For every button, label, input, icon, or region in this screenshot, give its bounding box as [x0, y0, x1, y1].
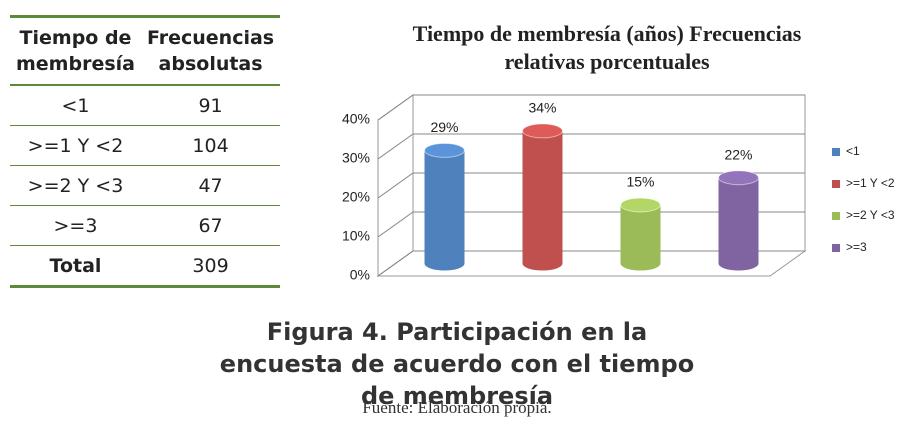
legend-swatch [832, 180, 840, 188]
legend-swatch [832, 148, 840, 156]
figure-caption: Figura 4. Participación en la encuesta d… [0, 316, 914, 412]
legend-label: >=1 Y <2 [846, 176, 895, 190]
bar [522, 130, 563, 264]
legend-swatch [832, 212, 840, 220]
y-tick-label: 0% [350, 267, 370, 283]
table-row: Total 309 [10, 245, 281, 288]
chart-title: Tiempo de membresía (años) Frecuencias re… [413, 21, 802, 74]
y-tick-label: 20% [342, 189, 370, 205]
table-cell: 104 [140, 125, 281, 166]
caption-text: Figura 4. Participación en la encuesta d… [219, 318, 695, 410]
y-tick-label: 10% [342, 228, 370, 244]
source-note: Fuente: Elaboración propia. [362, 398, 552, 417]
table-cell: 309 [140, 245, 281, 288]
grid-line [377, 94, 805, 121]
legend-label: >=2 Y <3 [846, 208, 895, 222]
grid-line [377, 211, 805, 238]
table-cell: >=3 [10, 205, 141, 246]
bar [718, 177, 759, 264]
table-cell: <1 [10, 85, 141, 126]
legend-label: >=3 [846, 240, 867, 254]
table-header: Tiempo de membresía [10, 15, 141, 86]
table-cell: >=2 Y <3 [10, 165, 141, 206]
y-tick-label: 30% [342, 150, 370, 166]
table-cell: Total [10, 245, 141, 288]
cylinder [522, 123, 563, 271]
table-row: >=1 Y <2 104 [10, 125, 281, 166]
table-cell: 47 [140, 165, 281, 206]
y-tick-label: 40% [342, 111, 370, 127]
table-row: >=2 Y <3 47 [10, 165, 281, 206]
table-cell: 67 [140, 205, 281, 246]
table-header: Frecuencias absolutas [140, 15, 281, 86]
grid-line [377, 172, 805, 199]
cylinder-top [620, 197, 661, 213]
bar [620, 205, 661, 264]
cylinder-top [424, 142, 465, 158]
grid-line [377, 250, 805, 277]
table-cell: 91 [140, 85, 281, 126]
data-label: 22% [724, 146, 752, 162]
data-label: 15% [626, 174, 654, 190]
data-label: 34% [528, 100, 556, 116]
cylinder [424, 142, 465, 271]
legend-swatch [832, 244, 840, 252]
table-cell: >=1 Y <2 [10, 125, 141, 166]
bar [424, 150, 465, 264]
cylinder [718, 170, 759, 271]
table-row: >=3 67 [10, 205, 281, 246]
cylinder-top [522, 123, 563, 139]
cylinder-top [718, 170, 759, 186]
table-row: <1 91 [10, 85, 281, 126]
grid-line [377, 133, 805, 160]
frequency-table: Tiempo de membresía Frecuencias absoluta… [10, 15, 281, 288]
data-label: 29% [430, 119, 458, 135]
cylinder [620, 197, 661, 271]
legend-label: <1 [846, 144, 860, 158]
